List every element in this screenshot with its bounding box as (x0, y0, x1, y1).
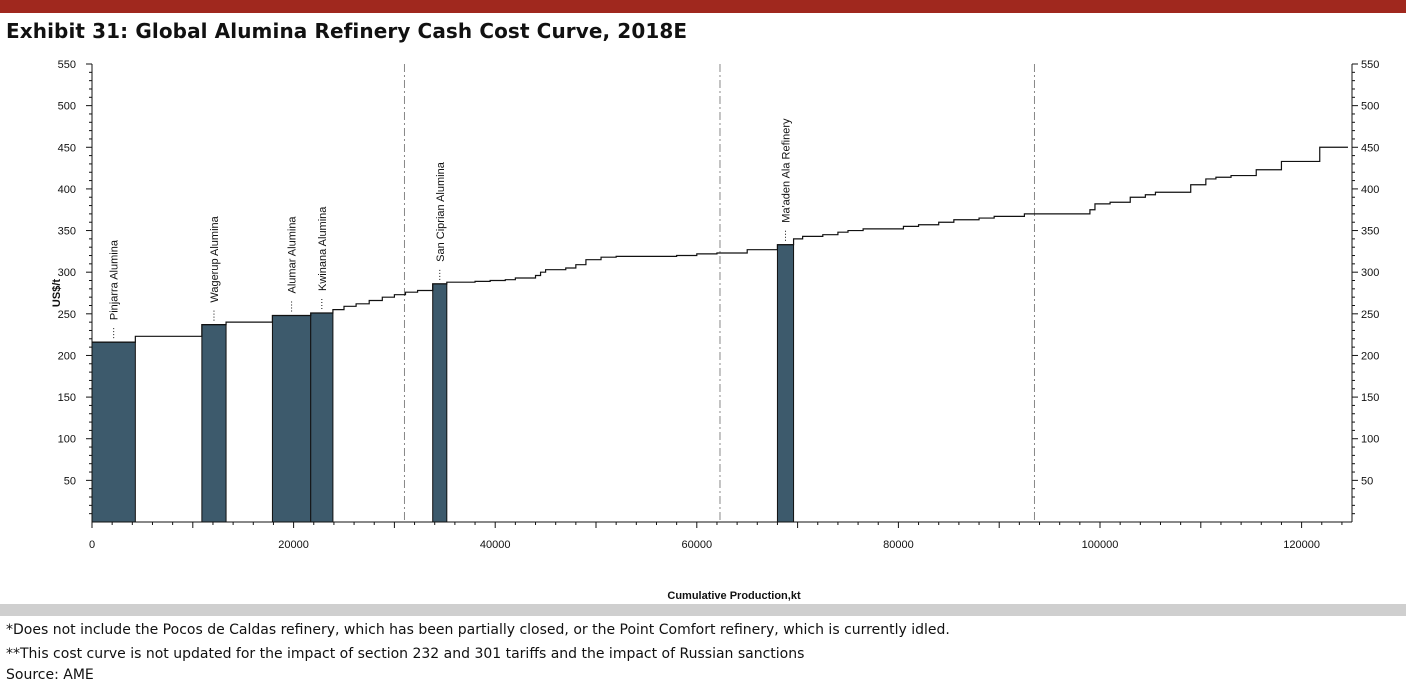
y-tick-label-right: 550 (1361, 59, 1379, 71)
footnote-2: **This cost curve is not updated for the… (6, 646, 805, 662)
y-tick-label-right: 50 (1361, 475, 1373, 487)
refinery-label: Kwinana Alumina (317, 206, 329, 291)
refinery-bar (271, 314, 312, 523)
y-tick-label: 150 (58, 392, 76, 404)
cost-curve-chart: 50 50 100 100 150 150 200 200 250 250 300 300 350 350… (51, 59, 1379, 602)
x-tick-label: 40000 (480, 539, 511, 551)
y-axis-title: US$/t (51, 279, 63, 307)
y-tick-label-right: 100 (1361, 434, 1379, 446)
y-tick-label: 200 (58, 350, 76, 362)
refinery-label: San Ciprian Alumina (435, 161, 447, 262)
refinery-bar (310, 312, 334, 523)
refinery-bar (432, 283, 448, 523)
source-note: Source: AME (6, 667, 94, 683)
x-tick-label: 0 (89, 539, 95, 551)
y-tick-label-right: 300 (1361, 267, 1379, 279)
header-accent-bar (0, 0, 1406, 13)
cost-curve-line (92, 146, 1348, 343)
y-tick-label-right: 450 (1361, 142, 1379, 154)
x-tick-label: 120000 (1283, 539, 1320, 551)
x-tick-label: 60000 (682, 539, 713, 551)
y-tick-label: 300 (58, 267, 76, 279)
page-title: Exhibit 31: Global Alumina Refinery Cash… (6, 19, 688, 43)
refinery-bar (201, 324, 227, 523)
refinery-bar (91, 341, 136, 523)
x-tick-label: 80000 (883, 539, 914, 551)
y-tick-label: 450 (58, 142, 76, 154)
refinery-label: Pinjarra Alumina (109, 239, 121, 320)
refinery-label: Alumar Alumina (287, 216, 299, 294)
y-tick-label: 350 (58, 226, 76, 238)
x-tick-label: 20000 (278, 539, 309, 551)
refinery-bar (776, 244, 795, 523)
x-tick-label: 100000 (1082, 539, 1119, 551)
x-axis-title: Cumulative Production,kt (667, 590, 801, 602)
y-tick-label-right: 350 (1361, 226, 1379, 238)
y-tick-label-right: 400 (1361, 184, 1379, 196)
y-tick-label-right: 500 (1361, 101, 1379, 113)
y-tick-label-right: 200 (1361, 350, 1379, 362)
y-tick-label: 50 (64, 475, 76, 487)
y-tick-label: 500 (58, 101, 76, 113)
refinery-label: Wagerup Alumina (209, 215, 221, 302)
y-tick-label-right: 250 (1361, 309, 1379, 321)
refinery-label: Ma'aden Ala Refinery (781, 118, 793, 223)
y-tick-label: 100 (58, 434, 76, 446)
y-tick-label: 400 (58, 184, 76, 196)
footnote-1: *Does not include the Pocos de Caldas re… (6, 622, 950, 638)
y-tick-label: 250 (58, 309, 76, 321)
y-tick-label-right: 150 (1361, 392, 1379, 404)
footer-separator (0, 604, 1406, 616)
y-tick-label: 550 (58, 59, 76, 71)
